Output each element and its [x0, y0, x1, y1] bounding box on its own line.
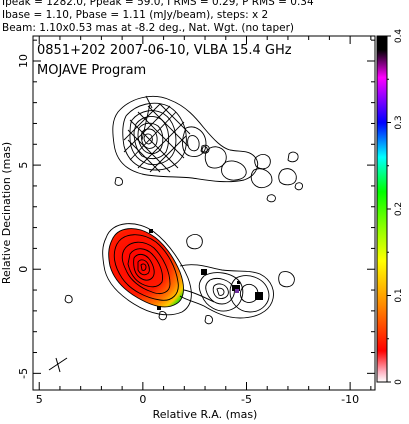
y-axis: -5 0 5 10: [17, 39, 375, 379]
x-axis-label: Relative R.A. (mas): [153, 408, 258, 421]
header-line-3: Beam: 1.10x0.53 mas at -8.2 deg., Nat. W…: [2, 22, 295, 34]
upper-contours: [112, 95, 303, 203]
plot-title: 0851+202 2007-06-10, VLBA 15.4 GHz: [37, 43, 292, 58]
colorbar-tick-label: 0.3: [394, 115, 404, 129]
plot-subtitle: MOJAVE Program: [37, 63, 146, 78]
plot-frame: [32, 35, 376, 391]
beam-marker: [48, 357, 68, 373]
noise-specks: [149, 229, 263, 310]
colorbar: [376, 35, 388, 383]
y-tick-label: 0: [17, 266, 30, 273]
header-line-1: Ipeak = 1282.0, Ppeak = 59.0, I RMS = 0.…: [2, 0, 314, 8]
y-tick-label: 10: [17, 54, 30, 68]
y-tick-label: 5: [17, 162, 30, 169]
colorbar-tick-label: 0.1: [394, 288, 404, 302]
y-tick-label: -5: [17, 368, 30, 379]
colorbar-axis: 0 0.1 0.2 0.3 0.4: [387, 29, 404, 385]
x-tick-label: 5: [36, 393, 43, 406]
y-axis-label: Relative Decination (mas): [0, 142, 13, 284]
header-line-2: Ibase = 1.10, Pbase = 1.11 (mJy/beam), s…: [2, 9, 269, 21]
colorbar-tick-label: 0.4: [394, 29, 404, 44]
x-tick-label: -10: [341, 393, 359, 406]
colorbar-tick-label: 0: [394, 379, 404, 385]
x-axis: 5 0 -5 -10: [36, 36, 372, 406]
core-contours: [64, 223, 295, 325]
x-tick-label: 0: [139, 393, 146, 406]
colorbar-tick-label: 0.2: [394, 202, 404, 216]
x-tick-label: -5: [241, 393, 252, 406]
